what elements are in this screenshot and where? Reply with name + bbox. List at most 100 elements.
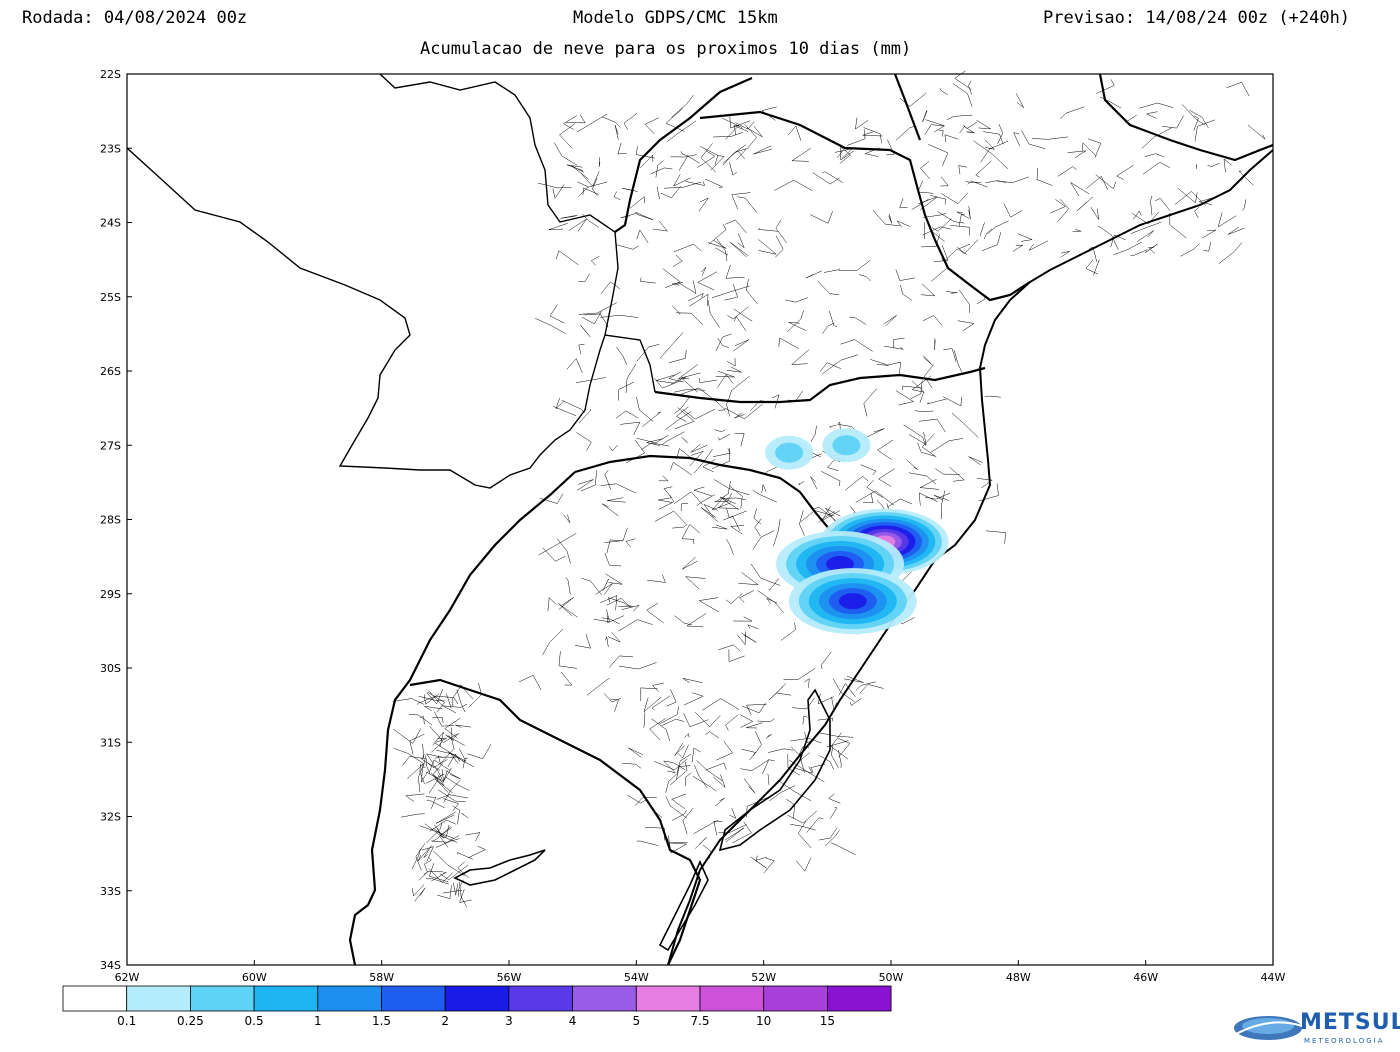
municipal-line: [804, 731, 815, 744]
municipal-line: [1226, 81, 1250, 97]
municipal-line: [714, 429, 726, 433]
municipal-line: [819, 755, 834, 770]
municipal-line: [1201, 229, 1217, 239]
snow-contour: [826, 556, 855, 573]
municipal-line: [735, 148, 748, 160]
municipal-line: [790, 738, 822, 744]
municipal-line: [817, 693, 834, 705]
lat-label: 28S: [100, 514, 121, 527]
municipal-line: [1003, 203, 1023, 218]
lon-label: 52W: [751, 971, 776, 984]
municipal-line: [445, 776, 470, 791]
municipal-line: [966, 131, 975, 133]
municipal-line: [606, 539, 624, 554]
municipal-line: [456, 689, 466, 713]
legend-swatch: [444, 985, 510, 1012]
municipal-line: [625, 363, 637, 393]
lon-label: 58W: [369, 971, 394, 984]
municipal-line: [650, 167, 673, 175]
municipal-line: [717, 337, 729, 348]
lat-label: 25S: [100, 291, 121, 304]
municipal-line: [646, 602, 664, 624]
municipal-line: [698, 597, 720, 613]
municipal-line: [799, 510, 805, 536]
municipal-line: [442, 798, 460, 812]
municipal-line: [1180, 243, 1200, 257]
municipal-line: [671, 94, 694, 118]
municipal-line: [646, 438, 664, 446]
municipal-line: [651, 718, 670, 741]
municipal-line: [601, 116, 621, 128]
municipal-line: [699, 146, 719, 165]
municipal-line: [763, 857, 775, 874]
municipal-line: [792, 697, 815, 710]
municipal-line: [741, 632, 757, 643]
municipal-line: [931, 218, 952, 232]
municipal-line: [1072, 229, 1082, 232]
municipal-line: [728, 649, 745, 663]
municipal-line: [435, 811, 456, 824]
municipal-line: [718, 824, 747, 834]
municipal-line: [980, 140, 1009, 163]
municipal-line: [828, 793, 841, 804]
municipal-line: [618, 381, 635, 401]
municipal-line: [753, 145, 773, 155]
municipal-line: [660, 185, 681, 199]
municipal-line: [937, 211, 965, 224]
municipal-line: [673, 389, 706, 393]
lat-label: 26S: [100, 365, 121, 378]
municipal-line: [636, 344, 660, 362]
municipal-line: [666, 120, 697, 142]
municipal-line: [642, 411, 661, 427]
municipal-line: [878, 468, 895, 487]
municipal-line: [659, 332, 684, 359]
municipal-line: [701, 266, 707, 276]
municipal-line: [429, 819, 456, 832]
municipal-line: [729, 162, 737, 176]
municipal-line: [714, 399, 726, 411]
model-title: Modelo GDPS/CMC 15km: [573, 8, 778, 28]
municipal-line: [680, 503, 689, 511]
municipal-line: [581, 577, 602, 595]
forecast-time-label: Previsao: 14/08/24 00z (+240h): [1043, 8, 1351, 28]
municipal-line: [578, 344, 585, 355]
municipal-line: [899, 92, 927, 107]
municipal-line: [654, 758, 688, 771]
municipal-line: [445, 770, 461, 780]
municipal-line: [578, 273, 590, 282]
municipal-line: [922, 226, 951, 236]
municipal-line: [1125, 115, 1137, 123]
legend-swatch: [381, 985, 446, 1012]
legend-label: 0.5: [245, 1014, 264, 1028]
municipal-line: [855, 490, 894, 506]
municipal-line: [928, 144, 949, 167]
lon-label: 60W: [242, 971, 267, 984]
municipal-line: [920, 161, 930, 180]
municipal-line: [746, 278, 758, 305]
municipal-line: [925, 119, 946, 133]
municipal-line: [534, 318, 566, 334]
municipal-line: [556, 538, 571, 564]
municipal-line: [1198, 197, 1214, 205]
legend-swatch: [635, 985, 701, 1012]
municipal-line: [669, 843, 687, 854]
municipal-line: [1096, 79, 1115, 94]
municipal-line: [946, 114, 973, 121]
municipal-line: [740, 759, 770, 771]
municipal-line: [984, 139, 996, 150]
municipal-line: [715, 247, 728, 256]
municipal-line: [838, 749, 842, 768]
municipal-line: [943, 348, 957, 362]
municipal-line: [444, 717, 461, 738]
municipal-line: [797, 821, 812, 849]
municipal-line: [558, 597, 574, 610]
municipal-line: [665, 796, 687, 819]
municipal-line: [910, 380, 923, 400]
municipal-line: [563, 115, 577, 130]
municipal-line: [987, 220, 1009, 235]
municipal-line: [606, 615, 625, 624]
municipal-line: [618, 604, 633, 607]
lat-label: 27S: [100, 439, 121, 452]
municipal-line: [665, 411, 692, 430]
municipal-line: [426, 688, 444, 705]
